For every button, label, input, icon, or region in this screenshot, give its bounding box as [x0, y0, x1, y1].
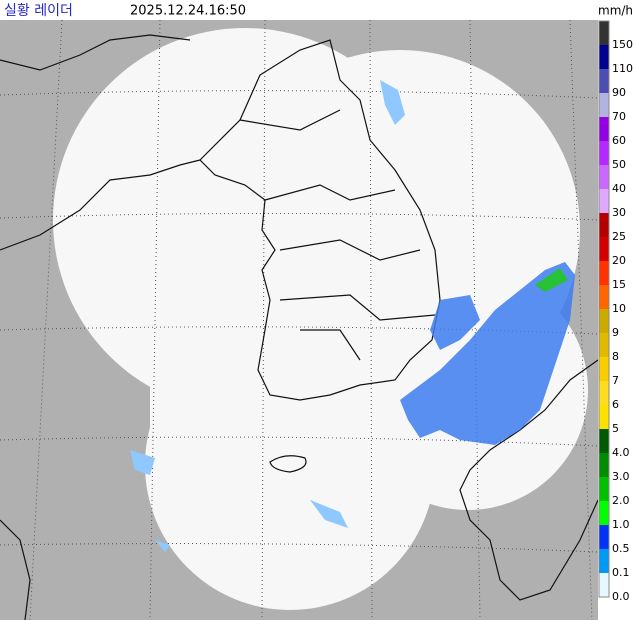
- legend-swatch: [599, 309, 609, 333]
- legend-swatch: [599, 141, 609, 165]
- legend-label: 70: [612, 110, 626, 123]
- coastlines: [0, 34, 598, 620]
- legend-swatch: [599, 357, 609, 381]
- legend-swatch: [599, 69, 609, 93]
- legend-swatch: [599, 165, 609, 189]
- legend-swatch: [599, 573, 609, 597]
- legend-label: 25: [612, 230, 626, 243]
- legend-label: 1.0: [612, 518, 630, 531]
- legend-swatch: [599, 237, 609, 261]
- legend-swatch: [599, 381, 609, 405]
- legend-label: 90: [612, 86, 626, 99]
- legend-label: 8: [612, 350, 619, 363]
- legend-label: 7: [612, 374, 619, 387]
- radar-echoes: [130, 80, 575, 552]
- legend-label: 3.0: [612, 470, 630, 483]
- legend-swatch: [599, 117, 609, 141]
- legend-label: 0.5: [612, 542, 630, 555]
- legend-swatch: [599, 333, 609, 357]
- legend-label: 10: [612, 302, 626, 315]
- legend-swatch: [599, 21, 609, 45]
- legend-label: 2.0: [612, 494, 630, 507]
- legend-label: 40: [612, 182, 626, 195]
- legend-swatch: [599, 405, 609, 429]
- legend-label: 110: [612, 62, 633, 75]
- legend-swatch: [599, 213, 609, 237]
- legend-label: 60: [612, 134, 626, 147]
- legend-swatch: [599, 429, 609, 453]
- legend-swatch: [599, 45, 609, 69]
- legend-swatch: [599, 525, 609, 549]
- legend-label: 15: [612, 278, 626, 291]
- legend-swatch: [599, 477, 609, 501]
- legend-label: 30: [612, 206, 626, 219]
- legend-label: 0.0: [612, 590, 630, 603]
- legend-label: 6: [612, 398, 619, 411]
- legend-frame: [598, 20, 610, 598]
- legend-label: 20: [612, 254, 626, 267]
- legend-label: 0.1: [612, 566, 630, 579]
- legend: 150 110 90 70 60 50 40 30 25 20 15 10 9 8 7 6 5 4.0 3.0 2.0…: [598, 20, 633, 603]
- legend-swatch: [599, 189, 609, 213]
- legend-label: 9: [612, 326, 619, 339]
- legend-swatch: [599, 453, 609, 477]
- legend-label: 4.0: [612, 446, 630, 459]
- legend-swatch: [599, 93, 609, 117]
- legend-label: 150: [612, 38, 633, 51]
- map: [0, 20, 598, 620]
- timestamp: 2025.12.24.16:50: [130, 4, 246, 19]
- legend-swatch: [599, 285, 609, 309]
- legend-swatch: [599, 549, 609, 573]
- legend-swatch: [599, 261, 609, 285]
- legend-label: 50: [612, 158, 626, 171]
- legend-unit: mm/h: [598, 4, 633, 18]
- legend-swatch: [599, 501, 609, 525]
- legend-label: 5: [612, 422, 619, 435]
- page-title: 실황 레이더: [4, 3, 73, 19]
- map-grid: [0, 20, 598, 620]
